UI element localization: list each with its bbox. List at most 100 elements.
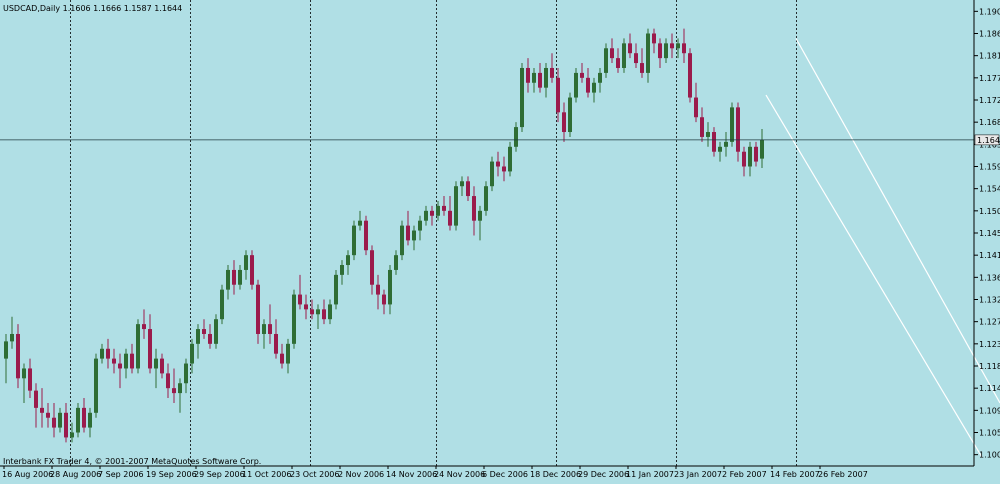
candle-body bbox=[406, 225, 410, 241]
candle bbox=[454, 181, 458, 231]
candle bbox=[490, 156, 494, 192]
candle bbox=[442, 196, 446, 216]
price-tick-label: 1.1725 bbox=[979, 96, 1000, 105]
candle-body bbox=[280, 353, 284, 364]
candle bbox=[478, 205, 482, 241]
candle bbox=[22, 363, 26, 403]
candle bbox=[532, 67, 536, 93]
candle-body bbox=[448, 210, 452, 226]
candle bbox=[754, 141, 758, 167]
candle bbox=[598, 67, 602, 93]
candle bbox=[406, 210, 410, 246]
candle-body bbox=[430, 210, 434, 216]
time-tick-label: 6 Dec 2006 bbox=[482, 470, 528, 479]
candle-body bbox=[274, 333, 278, 354]
candle bbox=[340, 260, 344, 285]
candle bbox=[292, 289, 296, 349]
candle-body bbox=[370, 250, 374, 285]
candle bbox=[364, 215, 368, 256]
candle-body bbox=[610, 48, 614, 59]
candle bbox=[694, 82, 698, 123]
candle-body bbox=[64, 412, 68, 438]
candle-body bbox=[400, 225, 404, 256]
candle bbox=[706, 122, 710, 147]
candle-body bbox=[322, 309, 326, 320]
candle-body bbox=[196, 329, 200, 344]
candle bbox=[304, 294, 308, 320]
candle bbox=[514, 122, 518, 152]
candle bbox=[724, 132, 728, 157]
candle bbox=[610, 38, 614, 64]
candle bbox=[28, 358, 32, 399]
candle-body bbox=[172, 388, 176, 394]
candle-body bbox=[178, 383, 182, 394]
candle bbox=[586, 67, 590, 98]
candle-body bbox=[190, 343, 194, 364]
candles bbox=[4, 28, 764, 443]
candle bbox=[136, 319, 140, 374]
time-tick-label: 14 Nov 2006 bbox=[386, 470, 437, 479]
candle-body bbox=[718, 146, 722, 152]
candle-body bbox=[328, 304, 332, 320]
candle bbox=[646, 28, 650, 83]
candle-body bbox=[40, 407, 44, 413]
time-tick-label: 29 Dec 2006 bbox=[578, 470, 629, 479]
candle bbox=[214, 314, 218, 349]
candle-body bbox=[664, 43, 668, 59]
price-tick-label: 1.1905 bbox=[979, 7, 1000, 16]
candle bbox=[130, 343, 134, 374]
candle bbox=[280, 343, 284, 369]
time-tick-label: 24 Nov 2006 bbox=[434, 470, 485, 479]
candle bbox=[82, 398, 86, 433]
candle bbox=[238, 265, 242, 290]
candle-body bbox=[508, 146, 512, 172]
candle bbox=[148, 314, 152, 374]
candle bbox=[274, 319, 278, 359]
candle-body bbox=[442, 205, 446, 211]
candle-body bbox=[214, 319, 218, 344]
candle-body bbox=[148, 329, 152, 369]
candle-body bbox=[238, 269, 242, 285]
candle-body bbox=[346, 255, 350, 266]
candle bbox=[94, 353, 98, 418]
price-tick-label: 1.1230 bbox=[979, 340, 1000, 349]
candle-body bbox=[382, 294, 386, 305]
candle-body bbox=[646, 33, 650, 73]
candle bbox=[190, 338, 194, 374]
candle bbox=[34, 383, 38, 428]
time-tick-label: 29 Sep 2006 bbox=[194, 470, 245, 479]
candle-body bbox=[376, 284, 380, 295]
symbol-header: USDCAD,Daily 1.1606 1.1666 1.1587 1.1644 bbox=[3, 4, 182, 13]
candle bbox=[496, 151, 500, 177]
price-tick-label: 1.1005 bbox=[979, 451, 1000, 460]
candle-body bbox=[364, 220, 368, 251]
candle-body bbox=[34, 390, 38, 408]
candle bbox=[472, 186, 476, 236]
trendlines bbox=[765, 38, 1000, 458]
candle bbox=[670, 33, 674, 59]
candle bbox=[460, 176, 464, 197]
candle-body bbox=[478, 210, 482, 221]
candle-body bbox=[130, 353, 134, 369]
candle bbox=[382, 289, 386, 315]
candle-body bbox=[592, 82, 596, 93]
candle-body bbox=[586, 77, 590, 93]
candle-body bbox=[520, 67, 524, 128]
price-tick-label: 1.1545 bbox=[979, 185, 1000, 194]
candle bbox=[172, 368, 176, 403]
price-tick-label: 1.1860 bbox=[979, 29, 1000, 38]
candle-body bbox=[298, 294, 302, 305]
candle bbox=[196, 324, 200, 359]
price-tick-label: 1.1050 bbox=[979, 429, 1000, 438]
candle-body bbox=[166, 373, 170, 389]
candle-body bbox=[574, 72, 578, 98]
price-tick-label: 1.1140 bbox=[979, 384, 1000, 393]
candle bbox=[502, 156, 506, 182]
candle-body bbox=[4, 341, 8, 359]
candle-body bbox=[358, 220, 362, 226]
candle bbox=[88, 407, 92, 438]
candle-body bbox=[250, 255, 254, 285]
candle-body bbox=[352, 225, 356, 256]
candle-body bbox=[538, 72, 542, 88]
candle bbox=[484, 181, 488, 216]
